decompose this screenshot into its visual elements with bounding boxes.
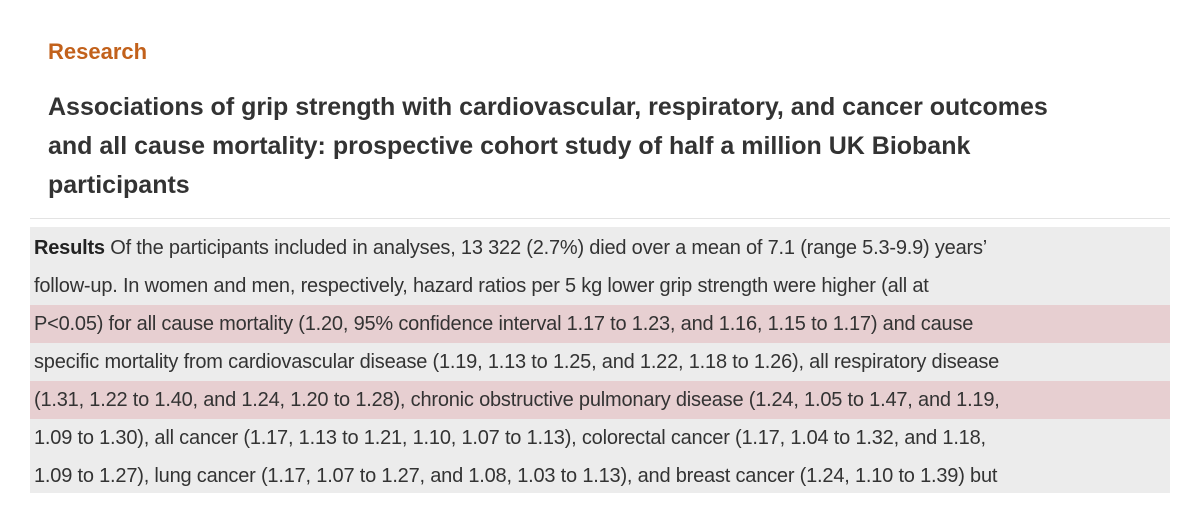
abstract-lead: Results xyxy=(34,237,105,259)
abstract-line-highlighted: (1.31, 1.22 to 1.40, and 1.24, 1.20 to 1… xyxy=(30,381,1170,419)
section-label[interactable]: Research xyxy=(48,39,148,64)
abstract-text: Of the participants included in analyses… xyxy=(104,237,987,259)
abstract-line: 1.09 to 1.30), all cancer (1.17, 1.13 to… xyxy=(34,427,986,449)
title-line: participants xyxy=(48,171,190,199)
title-line: Associations of grip strength with cardi… xyxy=(48,93,1048,121)
title-line: and all cause mortality: prospective coh… xyxy=(48,132,971,160)
abstract-line: 1.09 to 1.27), lung cancer (1.17, 1.07 t… xyxy=(34,465,998,487)
divider xyxy=(30,218,1170,219)
abstract-line: follow-up. In women and men, respectivel… xyxy=(34,275,929,297)
abstract-line: specific mortality from cardiovascular d… xyxy=(34,351,1000,373)
abstract-line-highlighted: P<0.05) for all cause mortality (1.20, 9… xyxy=(30,305,1170,343)
article-title[interactable]: Associations of grip strength with cardi… xyxy=(48,88,1158,205)
abstract-results: Results Of the participants included in … xyxy=(30,227,1170,493)
abstract-line: Results Of the participants included in … xyxy=(30,229,1170,267)
